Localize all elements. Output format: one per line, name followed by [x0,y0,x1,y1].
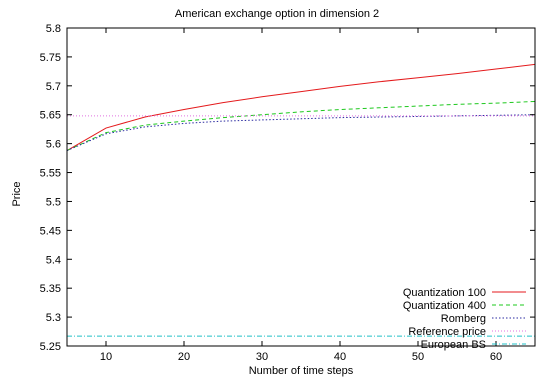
legend-label: Romberg [441,313,486,325]
y-tick-label: 5.55 [40,168,61,180]
y-tick-label: 5.45 [40,225,61,237]
y-tick-label: 5.4 [46,254,61,266]
x-axis-label: Number of time steps [249,365,354,377]
legend-label: Reference price [408,326,486,338]
y-tick-label: 5.8 [46,23,61,35]
y-tick-label: 5.35 [40,283,61,295]
series-layer [66,63,536,337]
legend-label: Quantization 100 [403,287,486,299]
y-tick-label: 5.7 [46,81,61,93]
legend-label: Quantization 400 [403,300,486,312]
x-tick-label: 10 [100,351,112,363]
x-tick-label: 60 [490,351,502,363]
x-tick-label: 20 [178,351,190,363]
y-tick-label: 5.6 [46,139,61,151]
y-tick-label: 5.5 [46,196,61,208]
y-tick-label: 5.65 [40,110,61,122]
x-tick-label: 40 [334,351,346,363]
chart-title: American exchange option in dimension 2 [175,8,379,20]
y-tick-label: 5.25 [40,341,61,353]
y-tick-label: 5.75 [40,52,61,64]
series-line-quantization-100 [66,63,536,152]
y-tick-label: 5.3 [46,312,61,324]
series-line-romberg [66,114,536,152]
y-axis-label: Price [11,181,23,206]
x-tick-label: 50 [412,351,424,363]
tick-layer: 5.25 5.3 5.35 5.4 5.45 5.5 5.55 5.6 5.65 5.7 5.75 5… [40,23,535,363]
series-line-quantization-400 [66,100,536,152]
plot-frame [66,27,536,347]
x-tick-label: 30 [256,351,268,363]
legend-label: European BS [421,339,486,351]
